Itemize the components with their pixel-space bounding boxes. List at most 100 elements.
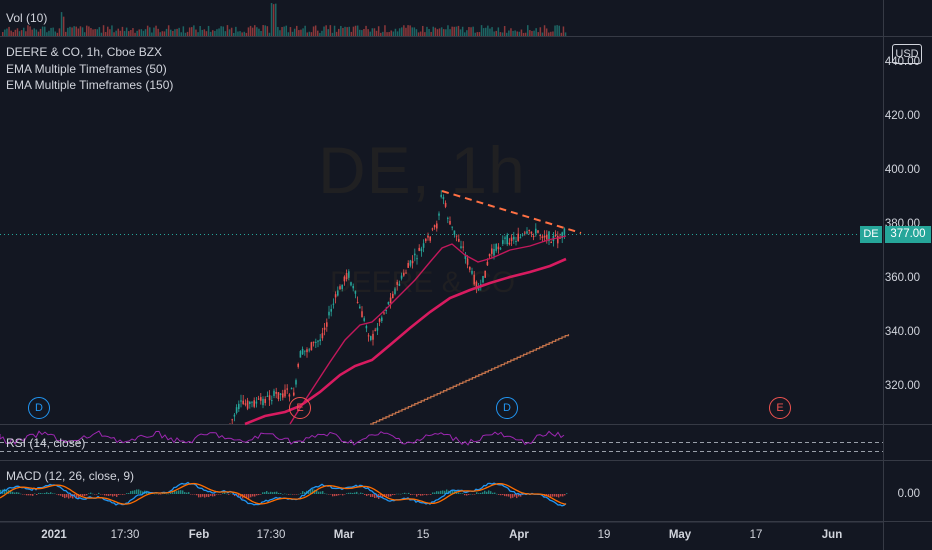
volume-bar	[476, 32, 479, 36]
rsi-indicator-label[interactable]: RSI (14, close)	[6, 436, 86, 450]
price-axis-label: 420.00	[884, 110, 920, 122]
macd-indicator-label[interactable]: MACD (12, 26, close, 9)	[6, 469, 135, 483]
macd-histogram-bar	[416, 494, 418, 497]
volume-bar	[65, 31, 67, 36]
volume-indicator-label[interactable]: Vol (10)	[6, 11, 48, 25]
candle-body	[561, 232, 563, 239]
ema-50-label[interactable]: EMA Multiple Timeframes (50)	[6, 61, 167, 76]
volume-bar	[115, 30, 117, 36]
macd-histogram-bar	[212, 494, 214, 497]
candle-body	[420, 248, 423, 252]
volume-bar	[512, 30, 514, 36]
macd-histogram-bar	[358, 493, 360, 495]
volume-bar	[445, 29, 447, 36]
macd-histogram-bar	[332, 494, 334, 497]
volume-bar	[191, 27, 193, 36]
volume-bar	[373, 28, 376, 36]
volume-bar	[218, 28, 220, 36]
volume-bar	[289, 27, 292, 36]
macd-histogram-bar	[516, 494, 518, 499]
volume-bar	[356, 25, 359, 36]
macd-histogram-bar	[334, 494, 336, 497]
earnings-event-icon[interactable]: E	[769, 397, 791, 419]
candle-body	[539, 234, 541, 236]
candle-body	[249, 401, 251, 405]
volume-bar	[493, 31, 495, 36]
volume-bar	[287, 32, 290, 36]
candle-body	[330, 309, 332, 312]
candle-body	[246, 400, 249, 409]
candle-body	[535, 228, 537, 234]
candle-body	[440, 194, 442, 197]
macd-histogram-bar	[86, 494, 88, 496]
volume-bar	[543, 25, 546, 36]
volume-bar	[180, 32, 182, 36]
candle-body	[524, 232, 526, 234]
candle-body	[436, 223, 438, 229]
macd-histogram-bar	[418, 494, 420, 496]
macd-histogram-bar	[472, 494, 474, 495]
candle-body	[453, 230, 456, 235]
volume-bar	[417, 32, 420, 36]
candle-body	[348, 271, 350, 278]
volume-bar	[279, 30, 281, 36]
volume-bar	[283, 26, 285, 36]
candle-body	[458, 238, 460, 242]
volume-bar	[228, 29, 231, 36]
macd-histogram-bar	[54, 493, 56, 495]
candle-body	[308, 349, 310, 351]
macd-histogram-bar	[288, 494, 290, 495]
candle-body	[304, 350, 306, 352]
volume-bar	[220, 26, 222, 36]
earnings-event-icon[interactable]: E	[289, 397, 311, 419]
candle-body	[383, 312, 385, 314]
volume-bar	[426, 26, 428, 36]
macd-histogram-bar	[124, 494, 126, 495]
price-candles	[229, 190, 566, 424]
macd-histogram-bar	[20, 493, 22, 495]
candle-body	[471, 270, 473, 274]
candle-body	[385, 310, 387, 312]
macd-histogram-bar	[164, 493, 166, 494]
dividend-event-icon[interactable]: D	[28, 397, 50, 419]
volume-bar	[371, 28, 374, 36]
volume-bar	[516, 31, 518, 36]
volume-bar	[216, 29, 218, 36]
macd-histogram-bar	[262, 492, 264, 494]
volume-bar	[470, 27, 472, 36]
volume-bar	[354, 25, 357, 36]
ema-150-label[interactable]: EMA Multiple Timeframes (150)	[6, 78, 174, 92]
macd-histogram-bar	[348, 492, 350, 494]
volume-bar	[134, 32, 136, 36]
macd-histogram-bar	[72, 494, 74, 499]
macd-histogram-bar	[0, 489, 2, 494]
volume-bar	[344, 26, 346, 36]
macd-histogram-bar	[438, 491, 440, 494]
macd-histogram-bar	[404, 492, 406, 494]
macd-histogram-bar	[464, 494, 466, 496]
volume-bar	[62, 16, 65, 36]
candle-body	[508, 242, 511, 245]
dividend-event-icon[interactable]: D	[496, 397, 518, 419]
volume-bar	[123, 31, 126, 36]
macd-histogram-bar	[64, 494, 66, 499]
volume-bar	[254, 25, 256, 36]
candle-body	[312, 341, 315, 343]
currency-button[interactable]: USD	[892, 44, 922, 64]
macd-histogram-bar	[138, 489, 140, 494]
macd-histogram-bar	[178, 490, 180, 494]
volume-bar	[161, 31, 164, 36]
symbol-title[interactable]: DEERE & CO, 1h, Cboe BZX	[6, 45, 163, 59]
volume-bar	[562, 26, 565, 36]
candle-body	[548, 231, 550, 242]
candle-body	[396, 281, 398, 285]
volume-bar	[14, 29, 17, 36]
macd-histogram-bar	[294, 494, 296, 495]
macd-histogram-bar	[392, 494, 394, 496]
candle-body	[482, 275, 484, 283]
volume-bar	[424, 32, 426, 36]
macd-histogram-bar	[244, 494, 246, 498]
volume-bar	[331, 32, 334, 36]
time-axis-label: 19	[597, 529, 611, 541]
